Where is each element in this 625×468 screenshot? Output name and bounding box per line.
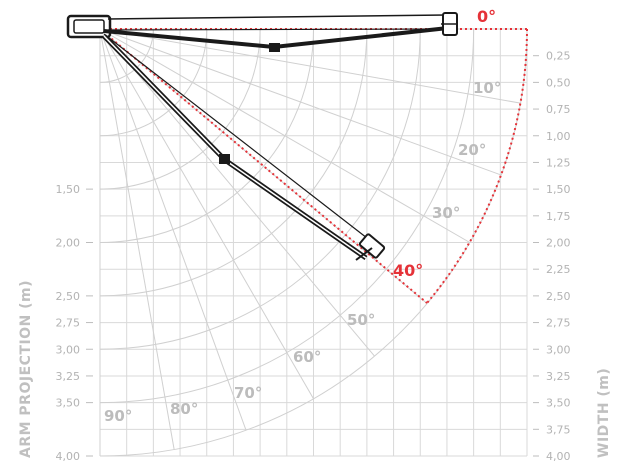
right-tick-label: 2,00 [546, 237, 571, 250]
left-tick-label: 3,25 [56, 370, 81, 383]
fabric-bottom-line [107, 28, 447, 31]
angle-labels: 0° 10° 20° 30° 40° 50° 60° 70° 80° 90° [104, 7, 501, 425]
left-tick-label: 2,50 [56, 290, 81, 303]
sector-40-line [99, 28, 428, 304]
distance-arc [99, 28, 368, 297]
right-tick-label: 2,75 [546, 317, 571, 330]
right-tick-label: 1,75 [546, 210, 571, 223]
distance-arc [99, 28, 208, 137]
fabric-top-line [107, 14, 447, 20]
right-tick-label: 1,00 [546, 130, 571, 143]
angle-label-90: 90° [104, 407, 132, 425]
right-tick-label: 1,25 [546, 156, 571, 169]
awning-extended-position [102, 33, 386, 261]
right-tick-label: 3,00 [546, 343, 571, 356]
left-tick-label: 3,50 [56, 397, 81, 410]
angle-label-40: 40° [393, 261, 423, 280]
angle-label-80: 80° [170, 400, 198, 418]
right-axis-title: WIDTH (m) [596, 368, 612, 458]
left-tick-label: 4,00 [56, 450, 81, 463]
left-tick-label: 2,00 [56, 237, 81, 250]
distance-arc [99, 28, 154, 83]
angle-label-10: 10° [473, 79, 501, 97]
left-axis: 1,50 2,00 2,50 2,75 3,00 3,25 3,50 4,00 [56, 183, 93, 463]
distance-arc [99, 28, 261, 190]
cassette-inner [73, 19, 105, 34]
left-tick-label: 3,00 [56, 343, 81, 356]
right-tick-label: 4,00 [546, 450, 571, 463]
awning-closed-position [66, 12, 458, 52]
right-tick-label: 3,25 [546, 370, 571, 383]
right-axis: 0,25 0,50 0,75 1,00 1,25 1,50 1,75 2,00 2,25 2,50… [533, 50, 571, 463]
right-tick-label: 1,50 [546, 183, 571, 196]
left-tick-label: 2,75 [56, 317, 81, 330]
angle-label-30: 30° [432, 204, 460, 222]
fabric-40-line [103, 33, 377, 246]
right-tick-label: 0,25 [546, 50, 571, 63]
right-tick-label: 3,75 [546, 423, 571, 436]
angle-label-20: 20° [458, 141, 486, 159]
arm-elbow-40 [219, 154, 230, 164]
angle-label-70: 70° [234, 384, 262, 402]
angle-label-50: 50° [347, 311, 375, 329]
distance-arc [99, 28, 475, 404]
right-tick-label: 0,50 [546, 76, 571, 89]
left-tick-label: 1,50 [56, 183, 81, 196]
angle-label-60: 60° [293, 348, 321, 366]
right-tick-label: 2,50 [546, 290, 571, 303]
left-axis-title: ARM PROJECTION (m) [18, 280, 34, 458]
distance-arc [99, 28, 421, 350]
right-tick-label: 2,25 [546, 263, 571, 276]
angle-label-0: 0° [477, 7, 496, 26]
right-tick-label: 0,75 [546, 103, 571, 116]
arm-elbow-closed [269, 43, 280, 52]
right-tick-label: 3,50 [546, 397, 571, 410]
